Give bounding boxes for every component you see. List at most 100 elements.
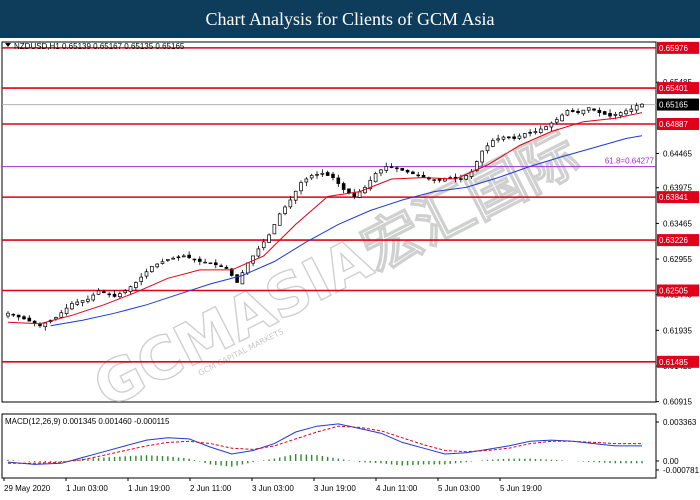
banner-title: Chart Analysis for Clients of GCM Asia — [0, 0, 700, 38]
candle-body — [400, 167, 405, 171]
time-tick-label: 5 Jun 19:00 — [500, 484, 542, 493]
candle-body — [491, 140, 495, 147]
candle-body — [219, 265, 223, 267]
level-price-label: 0.62505 — [659, 287, 688, 296]
candle-body — [261, 241, 266, 249]
candle-body — [480, 150, 484, 163]
candle-body — [640, 103, 644, 108]
candle-body — [176, 256, 181, 259]
moving-average-slow-line — [50, 135, 643, 327]
candle-body — [357, 191, 362, 198]
candle-body — [38, 324, 42, 327]
candle-body — [581, 109, 586, 115]
candle-body — [245, 262, 250, 274]
candle-body — [331, 173, 335, 178]
price-tick-label: 0.60915 — [663, 398, 692, 407]
candle-body — [336, 177, 341, 184]
candle-body — [134, 282, 138, 289]
candle-body — [320, 173, 325, 175]
candle-body — [528, 132, 532, 134]
candle-body — [75, 301, 80, 305]
candle-body — [554, 119, 559, 123]
macd-line — [7, 423, 642, 465]
time-axis: 29 May 2020 1 Jun 03:00 1 Jun 19:00 2 Jun 1… — [3, 478, 542, 493]
candle-body — [112, 293, 117, 297]
candle-body — [251, 255, 255, 264]
candle-body — [533, 131, 538, 134]
candle-body — [570, 110, 575, 112]
fibonacci-level-label: 61.8=0.64277 — [605, 157, 655, 166]
candle-body — [459, 178, 463, 180]
instrument-header: NZDUSD,H1 0.65139 0.65167 0.65135 0.6516… — [14, 42, 185, 51]
candle-body — [384, 166, 389, 171]
price-tick-label: 0.62955 — [663, 255, 692, 264]
candle-body — [304, 178, 309, 183]
candle-body — [139, 276, 143, 282]
candle-body — [166, 259, 170, 261]
level-price-label: 0.61485 — [659, 358, 688, 367]
time-tick-label: 5 Jun 03:00 — [438, 484, 480, 493]
candle-body — [618, 112, 623, 117]
time-tick-label: 3 Jun 19:00 — [314, 484, 356, 493]
candle-body — [16, 314, 21, 318]
candle-body — [150, 266, 154, 272]
candle-body — [576, 110, 580, 113]
candle-body — [277, 213, 282, 226]
level-price-label: 0.63841 — [659, 193, 688, 202]
candle-body — [64, 307, 69, 315]
candle-body — [22, 316, 26, 320]
time-tick-label: 3 Jun 03:00 — [252, 484, 294, 493]
candle-body — [299, 182, 303, 192]
candle-body — [315, 174, 319, 176]
level-price-label: 0.64887 — [659, 120, 688, 129]
current-price-tag — [657, 98, 699, 111]
candle-body — [91, 294, 96, 301]
candle-body — [634, 105, 639, 111]
level-price-tag — [657, 284, 699, 297]
candle-body — [325, 172, 330, 176]
level-price-tag — [657, 41, 699, 54]
level-price-label: 0.65976 — [659, 44, 688, 53]
candle-body — [522, 133, 527, 138]
price-tick-label: 0.63465 — [663, 219, 692, 228]
time-tick-label: 29 May 2020 — [4, 484, 51, 493]
candle-body — [602, 111, 607, 115]
candle-body — [288, 199, 293, 208]
collapse-triangle-icon — [5, 43, 11, 47]
candle-body — [597, 109, 602, 113]
level-price-tag — [657, 355, 699, 368]
level-price-label: 0.63226 — [659, 236, 688, 245]
candle-body — [283, 206, 287, 215]
candle-body — [379, 169, 383, 174]
candle-body — [118, 293, 122, 297]
candle-body — [86, 298, 90, 302]
candle-body — [27, 317, 32, 322]
candle-body — [43, 322, 48, 328]
time-tick-label: 4 Jun 11:00 — [376, 484, 418, 493]
candle-body — [443, 178, 447, 182]
current-price-label: 0.65165 — [659, 101, 688, 110]
candle-body — [197, 258, 202, 262]
candle-body — [538, 128, 543, 133]
candle-body — [192, 258, 197, 261]
candle-body — [182, 255, 186, 258]
candle-body — [592, 108, 596, 111]
candle-body — [70, 303, 74, 310]
candle-body — [421, 175, 426, 178]
price-tick-label: 0.64465 — [663, 149, 692, 158]
price-tick-label: 0.63975 — [663, 184, 692, 193]
level-price-tag — [657, 234, 699, 247]
candle-body — [405, 169, 410, 173]
candle-body — [144, 271, 149, 277]
candle-body — [368, 180, 373, 190]
candle-body — [171, 257, 175, 260]
candle-body — [256, 248, 261, 257]
price-panel-frame — [1, 41, 657, 403]
candle-body — [229, 268, 234, 276]
candle-body — [6, 312, 10, 317]
macd-tick-label: 0.003363 — [663, 418, 697, 427]
candle-body — [432, 179, 437, 181]
candle-body — [560, 114, 564, 122]
candle-body — [416, 174, 421, 177]
